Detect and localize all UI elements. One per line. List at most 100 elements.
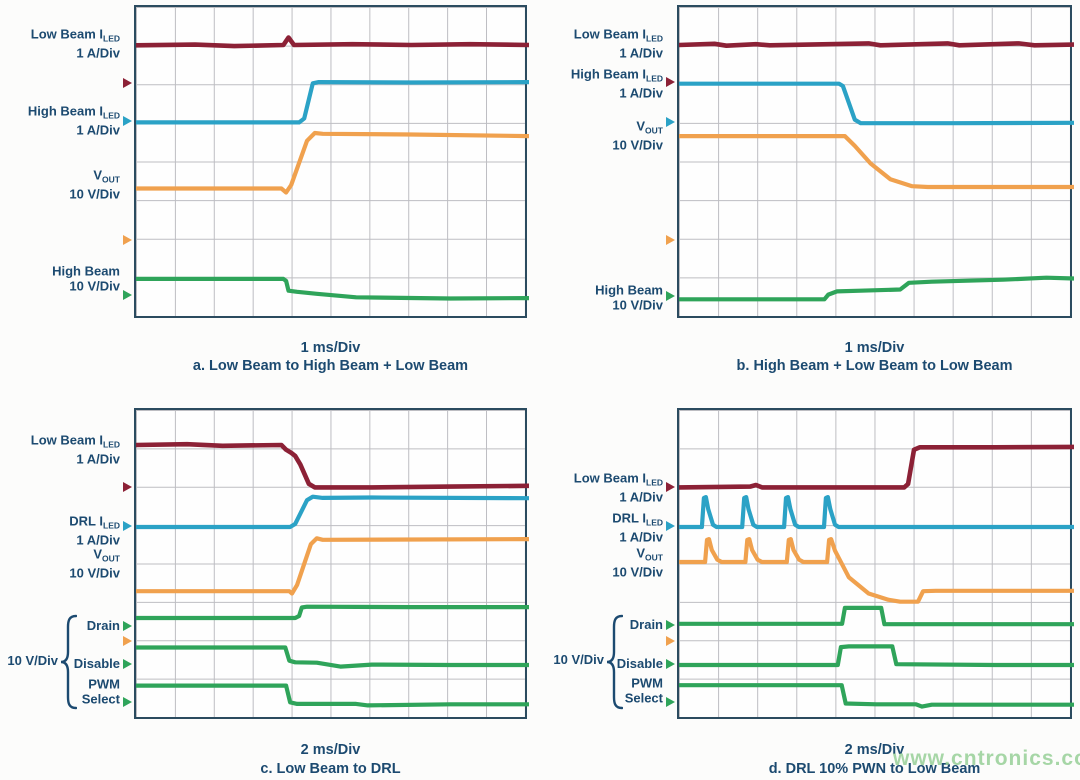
- panel-b-frame: [677, 5, 1074, 318]
- channel-label-line: Select: [624, 690, 663, 706]
- trigger-arrow-icon: [123, 621, 132, 631]
- trigger-arrow-icon: [123, 482, 132, 492]
- channel-label: High Beam ILED 1 A/Div: [27, 103, 120, 138]
- label-text: V: [636, 118, 646, 134]
- group-scale-label: 10 V/Div: [7, 652, 58, 668]
- channel-label-line: Drain: [86, 617, 120, 634]
- subscript: LED: [103, 520, 120, 531]
- watermark: www.cntronics.com: [893, 747, 1080, 770]
- channel-label: VOUT 10 V/Div: [612, 546, 663, 580]
- channel-label: Low Beam ILED 1 A/Div: [31, 433, 120, 467]
- channel-label-line: VOUT: [612, 546, 663, 566]
- trigger-arrow-icon: [666, 117, 675, 127]
- trace-disable: [136, 645, 529, 669]
- label-text: High Beam I: [570, 66, 646, 82]
- trace-low-beam-iled: [679, 444, 1074, 490]
- channel-label-line: Low Beam ILED: [31, 433, 120, 453]
- channel-label-line: High Beam ILED: [27, 103, 120, 124]
- label-text: 1 A/Div: [619, 489, 663, 504]
- channel-label-line: PWM: [82, 677, 120, 693]
- channel-label: Drain: [86, 617, 120, 634]
- channel-label-line: 1 A/Div: [574, 489, 663, 505]
- subscript: LED: [646, 33, 663, 44]
- trace-high-beam-iled: [679, 81, 1074, 126]
- channel-label-line: High Beam: [595, 282, 663, 299]
- trigger-arrow-icon: [666, 482, 675, 492]
- trigger-arrow-icon: [666, 636, 675, 646]
- channel-label-line: 1 A/Div: [31, 45, 120, 61]
- channel-label: Low Beam ILED 1 A/Div: [573, 470, 663, 505]
- label-text: 1 A/Div: [76, 451, 120, 466]
- panel-d-frame: [677, 408, 1074, 719]
- panel-a-traces: [136, 35, 529, 301]
- label-text: 10 V/Div: [612, 137, 663, 152]
- channel-label-line: 1 A/Div: [31, 451, 120, 467]
- trace-low-beam-iled: [679, 41, 1074, 49]
- channel-label-line: 10 V/Div: [595, 297, 663, 313]
- channel-label: PWM Select: [82, 677, 120, 707]
- channel-label-line: Low Beam ILED: [573, 470, 663, 491]
- trace-vout: [136, 536, 529, 596]
- channel-label: DRL ILED 1 A/Div: [612, 511, 663, 545]
- trigger-arrow-icon: [123, 636, 132, 646]
- label-text: Low Beam I: [573, 470, 646, 486]
- trace-pwm-select: [679, 683, 1074, 709]
- subscript: LED: [646, 73, 663, 84]
- label-text: High Beam I: [27, 103, 103, 119]
- trigger-arrow-icon: [666, 659, 675, 669]
- label-text: PWM: [631, 675, 663, 691]
- grid-lines: [679, 7, 1070, 316]
- label-text: 10 V/Div: [69, 278, 120, 293]
- label-text: 10 V/Div: [612, 564, 663, 579]
- trace-high-beam: [679, 275, 1074, 302]
- label-text: 1 A/Div: [76, 532, 120, 547]
- channel-label-line: PWM: [625, 675, 663, 692]
- label-text: Drain: [86, 617, 120, 633]
- subscript: LED: [103, 33, 120, 44]
- channel-label-line: DRL ILED: [612, 511, 663, 531]
- timebase-caption: 1 ms/Div: [300, 340, 361, 356]
- label-text: Low Beam I: [30, 26, 103, 42]
- timebase-caption: 1 ms/Div: [844, 340, 905, 356]
- channel-label: High Beam 10 V/Div: [52, 264, 120, 294]
- label-text: 1 A/Div: [619, 529, 663, 544]
- label-text: Disable: [73, 655, 120, 671]
- label-text: 1 A/Div: [619, 85, 663, 100]
- trigger-arrow-icon: [123, 78, 132, 88]
- trigger-arrow-icon: [666, 235, 675, 245]
- label-text: 10 V/Div: [69, 565, 120, 580]
- panel-a-frame: [134, 5, 529, 318]
- label-text: Low Beam I: [573, 26, 646, 42]
- channel-label: DRL ILED 1 A/Div: [69, 514, 120, 548]
- trigger-arrow-icon: [666, 77, 675, 87]
- channel-label-line: 1 A/Div: [571, 85, 663, 101]
- channel-label: Disable: [616, 655, 663, 672]
- group-scale-label: 10 V/Div: [553, 651, 604, 667]
- channel-label: Low Beam ILED 1 A/Div: [30, 26, 120, 61]
- panel-caption: b. High Beam + Low Beam to Low Beam: [736, 358, 1013, 374]
- subscript: OUT: [645, 125, 663, 136]
- panel-c-traces: [136, 441, 529, 708]
- trigger-arrow-icon: [666, 620, 675, 630]
- label-text: High Beam: [595, 282, 663, 298]
- label-text: Select: [624, 690, 663, 705]
- trigger-arrow-icon: [666, 521, 675, 531]
- channel-label-line: VOUT: [69, 168, 120, 188]
- timebase-caption: 2 ms/Div: [844, 742, 905, 758]
- panel-b-traces: [679, 41, 1074, 302]
- channel-label: VOUT 10 V/Div: [69, 546, 120, 581]
- trigger-arrow-icon: [123, 697, 132, 707]
- channel-label: Low Beam ILED 1 A/Div: [573, 26, 663, 61]
- trace-vout: [679, 134, 1074, 190]
- curly-brace: [60, 614, 77, 710]
- channel-label-line: 1 A/Div: [574, 45, 663, 61]
- label-text: Disable: [616, 655, 663, 671]
- channel-label-line: 10 V/Div: [52, 278, 120, 294]
- subscript: OUT: [645, 552, 663, 563]
- panel-caption: a. Low Beam to High Beam + Low Beam: [192, 358, 469, 374]
- trace-high-beam: [136, 276, 529, 301]
- subscript: LED: [646, 517, 663, 528]
- label-text: V: [93, 546, 103, 562]
- subscript: LED: [103, 439, 120, 450]
